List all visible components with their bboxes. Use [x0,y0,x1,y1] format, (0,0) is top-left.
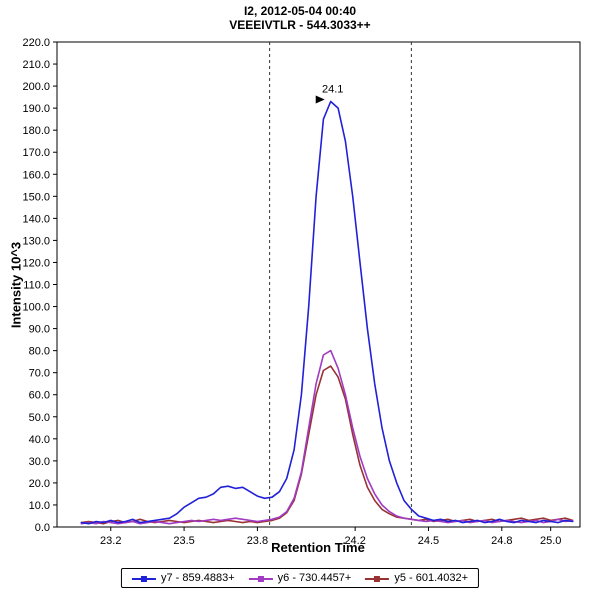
y-tick-label: 60.0 [29,390,50,402]
legend-label: y5 - 601.4032+ [394,572,469,584]
y-tick-label: 210.0 [22,59,50,71]
x-tick-label: 24.8 [491,535,512,547]
y-tick-label: 100.0 [22,302,50,314]
plot-border [56,41,581,528]
legend-line-sample-y7 [131,574,156,583]
chart-subtitle: VEEEIVTLR - 544.3033++ [229,18,371,32]
chart-title: I2, 2012-05-04 00:40 [243,4,357,18]
y-tick-label: 80.0 [29,346,50,358]
legend-item-y7: y7 - 859.4883+ [131,572,235,584]
x-tick-label: 25.0 [540,535,561,547]
y-tick-label: 30.0 [29,456,50,468]
x-tick-label: 24.2 [344,535,365,547]
series-trace-y7 [80,100,574,525]
y-tick-label: 130.0 [22,235,50,247]
y-tick-label: 190.0 [22,103,50,115]
y-tick-label: 10.0 [29,500,50,512]
y-tick-label: 20.0 [29,478,50,490]
y-tick-label: 170.0 [22,147,50,159]
peak-pointer-icon [315,95,325,104]
y-tick-label: 220.0 [22,37,50,49]
series-trace-y5 [80,365,574,525]
legend: y7 - 859.4883+ y6 - 730.4457+ y5 - 601.4… [120,568,480,588]
legend-line-sample-y6 [248,574,273,583]
legend-label: y6 - 730.4457+ [277,572,352,584]
x-tick-label: 23.5 [173,535,194,547]
y-tick-label: 0.0 [35,522,50,534]
x-tick-label: 23.2 [100,535,121,547]
x-axis-label: Retention Time [271,540,365,555]
y-tick-label: 50.0 [29,412,50,424]
y-tick-label: 90.0 [29,324,50,336]
y-tick-label: 140.0 [22,213,50,225]
x-tick-label: 23.8 [247,535,268,547]
y-tick-label: 200.0 [22,81,50,93]
peak-annotation: 24.1 [322,84,343,96]
legend-label: y7 - 859.4883+ [160,572,235,584]
y-tick-label: 110.0 [23,280,50,292]
legend-item-y5: y5 - 601.4032+ [365,572,468,584]
y-axis-label: Intensity 10^3 [8,241,24,329]
y-tick-label: 180.0 [22,125,50,137]
legend-item-y6: y6 - 730.4457+ [248,572,352,584]
y-tick-label: 120.0 [22,257,50,269]
y-tick-label: 160.0 [22,169,50,181]
y-tick-label: 150.0 [22,191,50,203]
y-tick-label: 40.0 [29,434,50,446]
y-tick-label: 70.0 [29,368,50,380]
x-tick-label: 24.5 [418,535,439,547]
legend-line-sample-y5 [365,574,390,583]
